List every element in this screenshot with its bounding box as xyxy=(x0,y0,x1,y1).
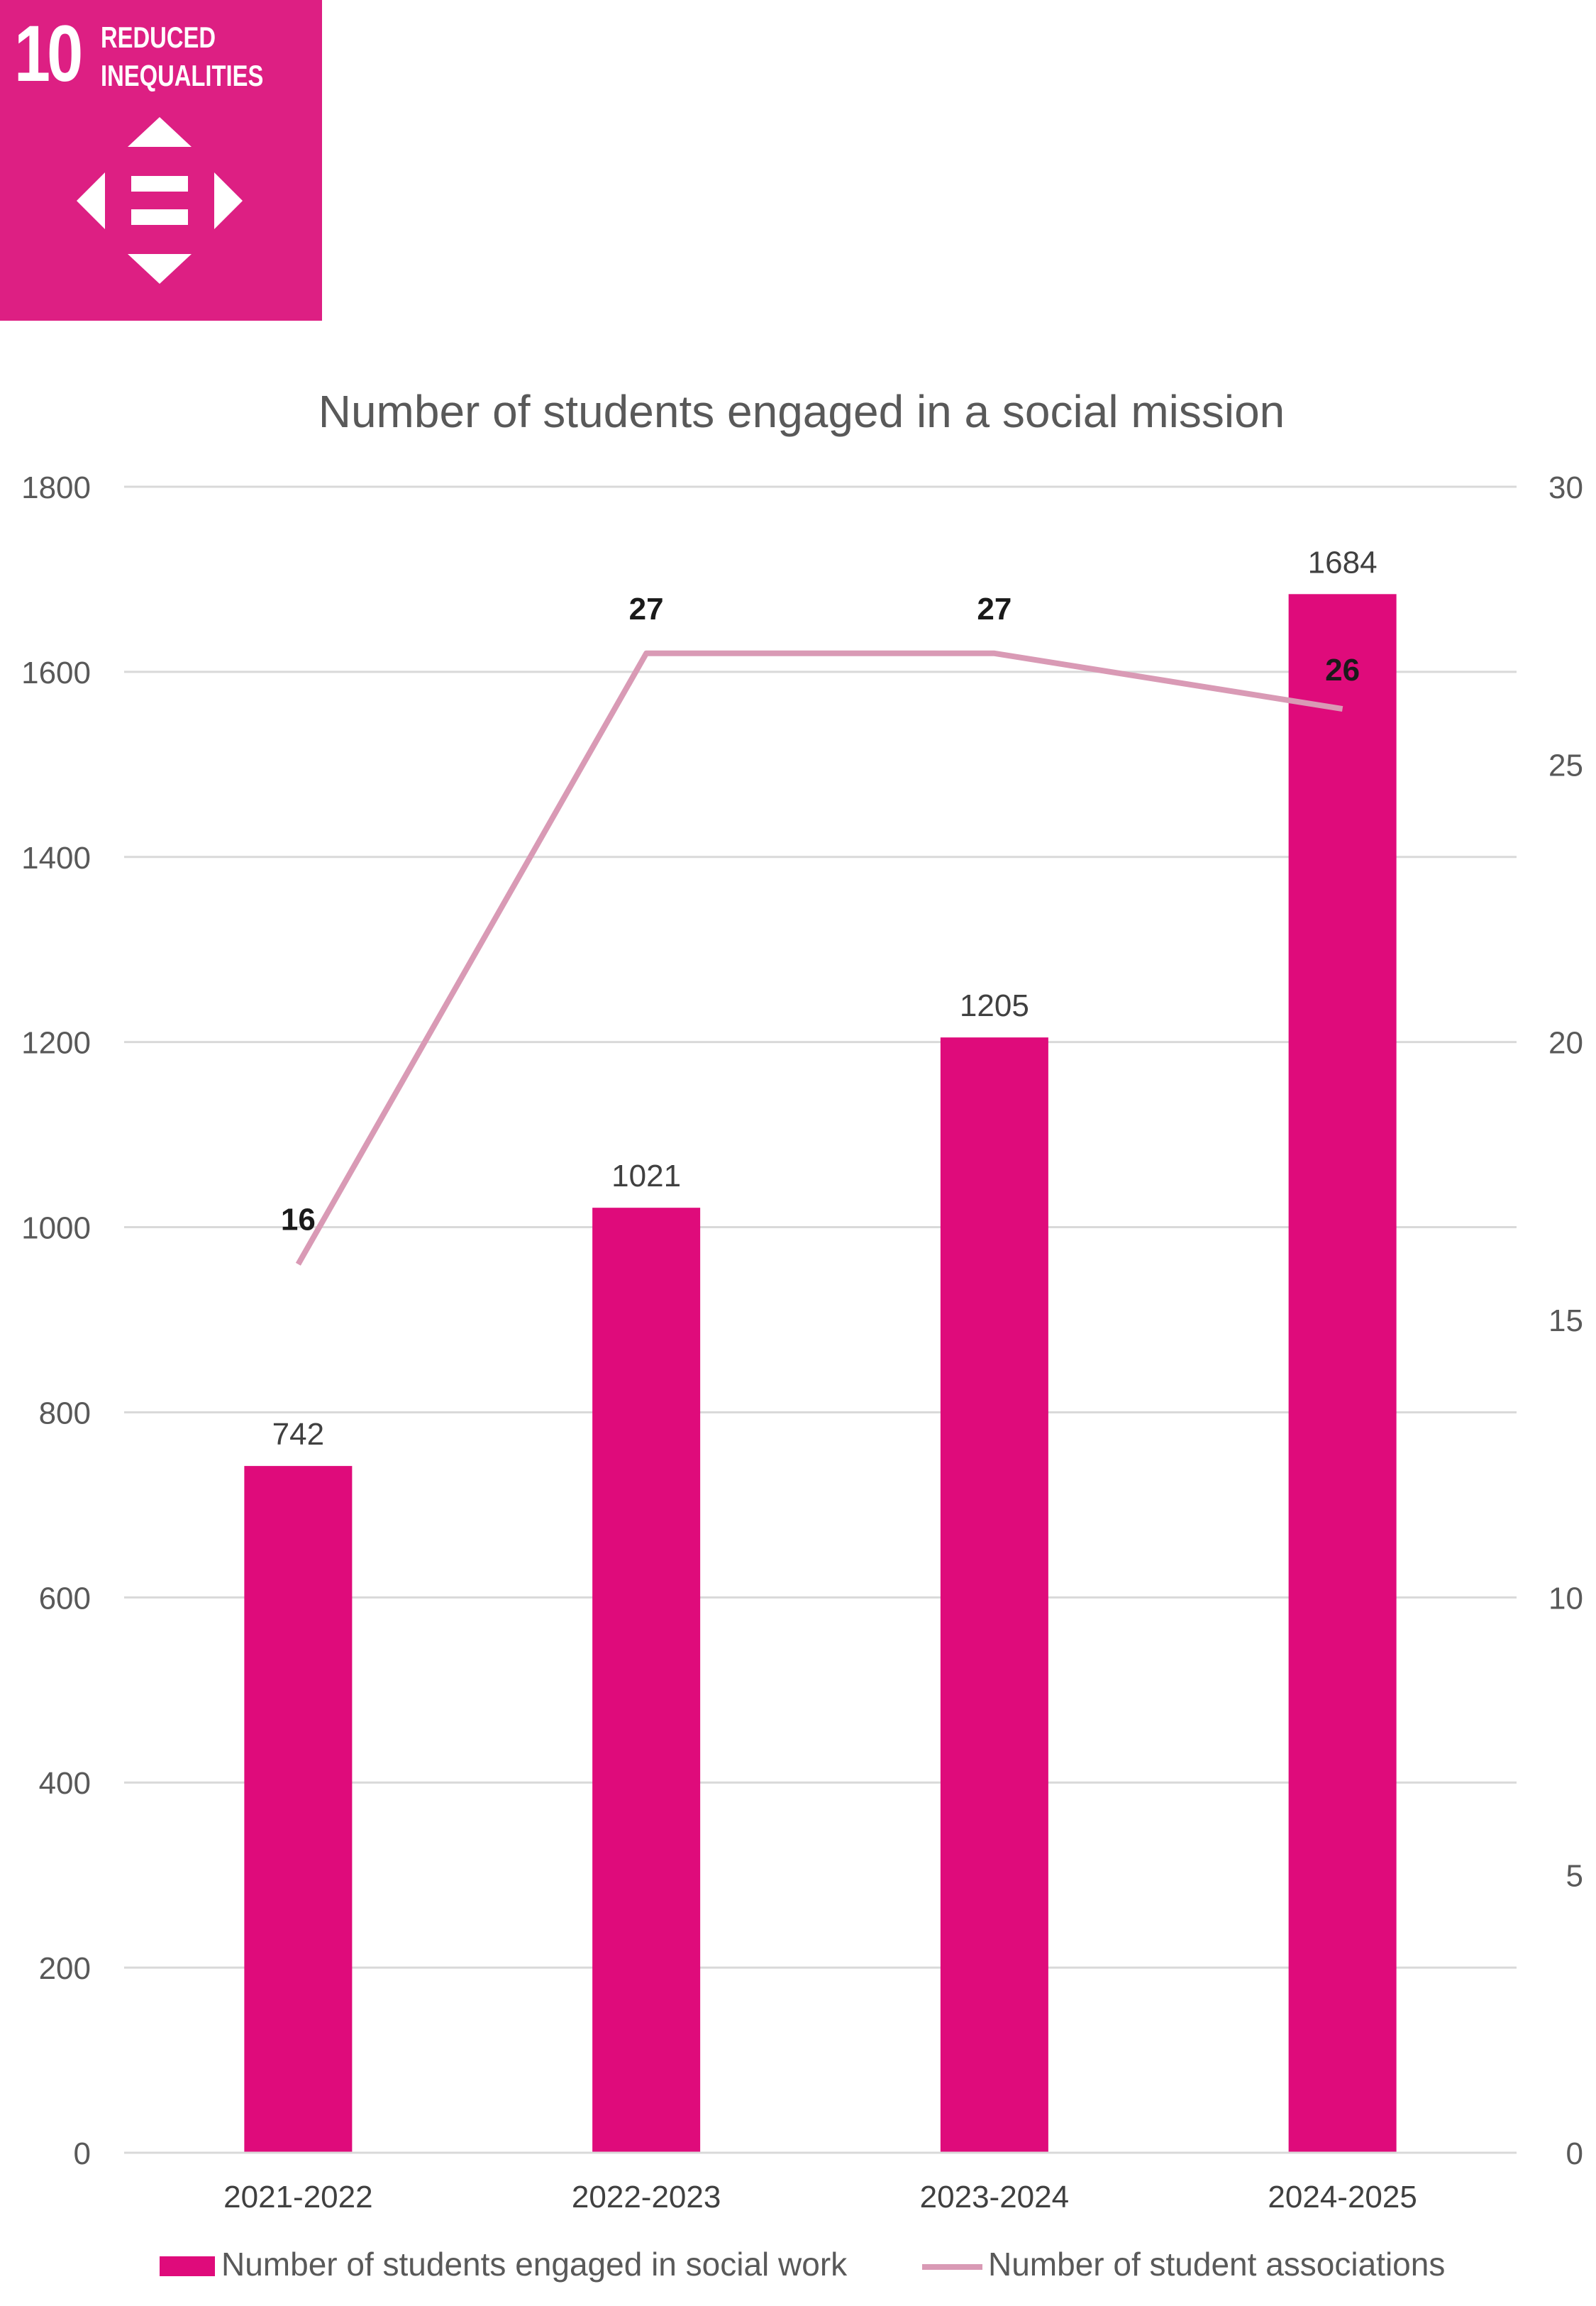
y-left-tick-label: 400 xyxy=(39,1766,91,1801)
y-left-tick-label: 1800 xyxy=(21,470,91,505)
x-axis: 2021-2022 2022-2023 2023-2024 2024-2025 xyxy=(124,2151,1517,2214)
bar xyxy=(244,1466,353,2153)
y-left-tick-label: 800 xyxy=(39,1396,91,1430)
x-tick-label: 2023-2024 xyxy=(920,2180,1069,2214)
y-left-tick-label: 1400 xyxy=(21,841,91,876)
line-series: 16 27 27 26 xyxy=(281,592,1360,1266)
x-tick-label: 2024-2025 xyxy=(1268,2180,1417,2214)
y-right-tick-label: 10 xyxy=(1548,1581,1583,1616)
y-right-tick-label: 25 xyxy=(1548,748,1583,783)
line-value-label: 27 xyxy=(977,592,1012,627)
legend-label-line: Number of student associations xyxy=(988,2246,1445,2283)
x-tick-label: 2022-2023 xyxy=(572,2180,721,2214)
y-right-tick-label: 15 xyxy=(1548,1303,1583,1338)
y-left-tick-label: 600 xyxy=(39,1581,91,1616)
line-value-label: 27 xyxy=(629,592,664,627)
right-axis: 0 5 10 15 20 25 30 xyxy=(1548,470,1583,2171)
x-tick-label: 2021-2022 xyxy=(223,2180,372,2214)
bar-series: 742 1021 1205 1684 xyxy=(244,545,1397,2153)
y-left-tick-label: 200 xyxy=(39,1951,91,1986)
sdg-title-line1: REDUCED xyxy=(101,21,216,54)
y-right-tick-label: 30 xyxy=(1548,470,1583,505)
y-left-tick-label: 1600 xyxy=(21,656,91,690)
bar-value-label: 742 xyxy=(272,1417,324,1452)
grid-lines xyxy=(124,485,1517,2154)
line-value-label: 26 xyxy=(1325,653,1360,688)
line-value-label: 16 xyxy=(281,1203,316,1237)
y-left-tick-label: 1000 xyxy=(21,1211,91,1246)
legend: Number of students engaged in social wor… xyxy=(160,2246,1445,2283)
series-line xyxy=(295,650,1343,1266)
legend-swatch-bar xyxy=(160,2256,215,2276)
left-axis: 0 200 400 600 800 1000 1200 1400 1600 1800 xyxy=(21,470,91,2171)
bar-value-label: 1205 xyxy=(960,988,1029,1023)
sdg-number: 10 xyxy=(14,9,83,98)
y-left-tick-label: 0 xyxy=(74,2136,91,2171)
bar-value-label: 1684 xyxy=(1308,545,1378,580)
y-right-tick-label: 0 xyxy=(1566,2136,1583,2171)
legend-label-bar: Number of students engaged in social wor… xyxy=(221,2246,848,2283)
bar-value-label: 1021 xyxy=(611,1159,681,1193)
chart: Number of students engaged in a social m… xyxy=(21,386,1583,2283)
bar xyxy=(940,1037,1048,2153)
bar xyxy=(592,1208,701,2153)
y-right-tick-label: 20 xyxy=(1548,1026,1583,1061)
chart-title: Number of students engaged in a social m… xyxy=(318,386,1285,437)
reduced-inequalities-icon xyxy=(77,117,243,284)
y-left-tick-label: 1200 xyxy=(21,1026,91,1061)
bar xyxy=(1288,594,1397,2153)
sdg-badge: 10 REDUCED INEQUALITIES xyxy=(0,0,322,321)
y-right-tick-label: 5 xyxy=(1566,1859,1583,1894)
sdg-title-line2: INEQUALITIES xyxy=(101,59,264,92)
